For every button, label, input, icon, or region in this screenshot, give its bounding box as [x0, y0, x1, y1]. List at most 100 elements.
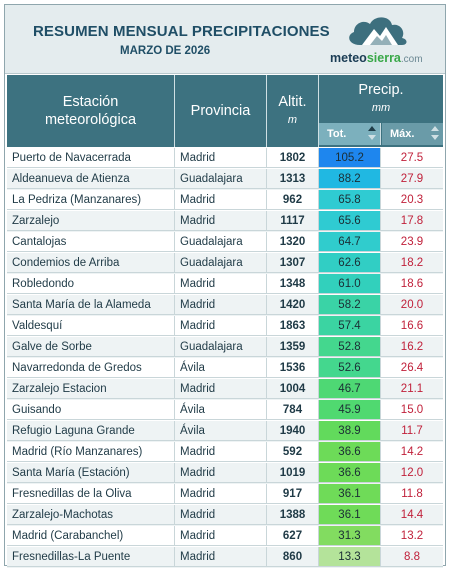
altitude-cell: 860 — [267, 547, 319, 567]
table-row[interactable]: Condemios de Arriba Guadalajara 1307 62.6 18… — [7, 253, 443, 274]
province-cell: Madrid — [175, 505, 267, 525]
total-precip-cell: 45.9 — [319, 400, 381, 420]
max-precip-cell: 20.3 — [381, 190, 443, 210]
total-precip-cell: 36.1 — [319, 505, 381, 525]
table-row[interactable]: Fresnedillas de la Oliva Madrid 917 36.1 11.… — [7, 484, 443, 505]
cloud-mountain-icon — [349, 17, 407, 45]
altitude-cell: 1536 — [267, 358, 319, 378]
station-name: Madrid (Carabanchel) — [7, 526, 175, 546]
max-precip-cell: 17.8 — [381, 211, 443, 231]
station-name: Zarzalejo Estacion — [7, 379, 175, 399]
altitude-cell: 1940 — [267, 421, 319, 441]
table-row[interactable]: Refugio Laguna Grande Ávila 1940 38.9 11.7 — [7, 421, 443, 442]
table-row[interactable]: Santa María (Estación) Madrid 1019 36.6 12.0 — [7, 463, 443, 484]
province-cell: Madrid — [175, 316, 267, 336]
max-precip-cell: 20.0 — [381, 295, 443, 315]
province-cell: Guadalajara — [175, 337, 267, 357]
table-row[interactable]: Santa María de la Alameda Madrid 1420 58.2 2… — [7, 295, 443, 316]
province-cell: Madrid — [175, 463, 267, 483]
column-header-precip: Precip. mm — [358, 82, 404, 114]
altitude-cell: 1863 — [267, 316, 319, 336]
report-subtitle: MARZO DE 2026 — [120, 45, 211, 57]
station-name: Fresnedillas de la Oliva — [7, 484, 175, 504]
altitude-cell: 1359 — [267, 337, 319, 357]
column-header-max[interactable]: Máx. — [382, 123, 443, 145]
table-row[interactable]: Robledondo Madrid 1348 61.0 18.6 — [7, 274, 443, 295]
total-precip-cell: 13.3 — [319, 547, 381, 567]
total-precip-cell: 88.2 — [319, 169, 381, 189]
max-precip-cell: 14.2 — [381, 442, 443, 462]
sort-desc-icon[interactable] — [368, 126, 376, 141]
table-row[interactable]: Cantalojas Guadalajara 1320 64.7 23.9 — [7, 232, 443, 253]
province-cell: Madrid — [175, 190, 267, 210]
province-cell: Madrid — [175, 526, 267, 546]
station-name: Santa María (Estación) — [7, 463, 175, 483]
station-name: Refugio Laguna Grande — [7, 421, 175, 441]
column-header-total[interactable]: Tot. — [319, 123, 381, 145]
max-precip-cell: 26.4 — [381, 358, 443, 378]
max-precip-cell: 18.6 — [381, 274, 443, 294]
province-cell: Ávila — [175, 400, 267, 420]
table-row[interactable]: Zarzalejo-Machotas Madrid 1388 36.1 14.4 — [7, 505, 443, 526]
province-cell: Madrid — [175, 211, 267, 231]
station-name: Condemios de Arriba — [7, 253, 175, 273]
altitude-cell: 1348 — [267, 274, 319, 294]
province-cell: Madrid — [175, 295, 267, 315]
total-precip-cell: 58.2 — [319, 295, 381, 315]
station-name: Madrid (Río Manzanares) — [7, 442, 175, 462]
table-row[interactable]: Valdesquí Madrid 1863 57.4 16.6 — [7, 316, 443, 337]
total-precip-cell: 31.3 — [319, 526, 381, 546]
table-row[interactable]: Zarzalejo Estacion Madrid 1004 46.7 21.1 — [7, 379, 443, 400]
province-cell: Ávila — [175, 358, 267, 378]
table-row[interactable]: Guisando Ávila 784 45.9 15.0 — [7, 400, 443, 421]
report-header: RESUMEN MENSUAL PRECIPITACIONES MARZO DE… — [5, 5, 445, 74]
table-row[interactable]: La Pedriza (Manzanares) Madrid 962 65.8 20.3 — [7, 190, 443, 211]
table-row[interactable]: Fresnedillas-La Puente Madrid 860 13.3 8.8 — [7, 547, 443, 568]
station-name: Aldeanueva de Atienza — [7, 169, 175, 189]
max-precip-cell: 27.9 — [381, 169, 443, 189]
table-row[interactable]: Aldeanueva de Atienza Guadalajara 1313 88.2… — [7, 169, 443, 190]
column-header-province[interactable]: Provincia — [175, 75, 267, 147]
max-precip-cell: 27.5 — [381, 148, 443, 168]
station-name: Zarzalejo — [7, 211, 175, 231]
max-precip-cell: 18.2 — [381, 253, 443, 273]
table-row[interactable]: Navarredonda de Gredos Ávila 1536 52.6 26.4 — [7, 358, 443, 379]
max-precip-cell: 11.8 — [381, 484, 443, 504]
total-precip-cell: 105.2 — [319, 148, 381, 168]
column-header-station[interactable]: Estación meteorológica — [7, 75, 175, 147]
total-precip-cell: 38.9 — [319, 421, 381, 441]
table-row[interactable]: Zarzalejo Madrid 1117 65.6 17.8 — [7, 211, 443, 232]
max-precip-cell: 21.1 — [381, 379, 443, 399]
altitude-cell: 1320 — [267, 232, 319, 252]
total-precip-cell: 64.7 — [319, 232, 381, 252]
sort-icon[interactable] — [431, 126, 439, 141]
total-precip-cell: 36.1 — [319, 484, 381, 504]
altitude-cell: 1004 — [267, 379, 319, 399]
total-precip-cell: 65.6 — [319, 211, 381, 231]
column-header-altitude[interactable]: Altit. m — [267, 75, 319, 147]
province-cell: Madrid — [175, 547, 267, 567]
province-cell: Guadalajara — [175, 253, 267, 273]
station-name: Fresnedillas-La Puente — [7, 547, 175, 567]
total-precip-cell: 36.6 — [319, 442, 381, 462]
total-precip-cell: 62.6 — [319, 253, 381, 273]
altitude-cell: 592 — [267, 442, 319, 462]
province-cell: Madrid — [175, 484, 267, 504]
max-precip-cell: 16.2 — [381, 337, 443, 357]
altitude-cell: 1388 — [267, 505, 319, 525]
station-name: La Pedriza (Manzanares) — [7, 190, 175, 210]
station-name: Santa María de la Alameda — [7, 295, 175, 315]
max-precip-cell: 14.4 — [381, 505, 443, 525]
altitude-cell: 1019 — [267, 463, 319, 483]
province-cell: Madrid — [175, 148, 267, 168]
altitude-cell: 784 — [267, 400, 319, 420]
province-cell: Ávila — [175, 421, 267, 441]
table-row[interactable]: Madrid (Carabanchel) Madrid 627 31.3 13.2 — [7, 526, 443, 547]
table-row[interactable]: Madrid (Río Manzanares) Madrid 592 36.6 14.2 — [7, 442, 443, 463]
table-row[interactable]: Galve de Sorbe Guadalajara 1359 52.8 16.2 — [7, 337, 443, 358]
total-precip-cell: 61.0 — [319, 274, 381, 294]
station-name: Robledondo — [7, 274, 175, 294]
table-row[interactable]: Puerto de Navacerrada Madrid 1802 105.2 27.5 — [7, 148, 443, 169]
province-cell: Guadalajara — [175, 232, 267, 252]
altitude-cell: 1420 — [267, 295, 319, 315]
